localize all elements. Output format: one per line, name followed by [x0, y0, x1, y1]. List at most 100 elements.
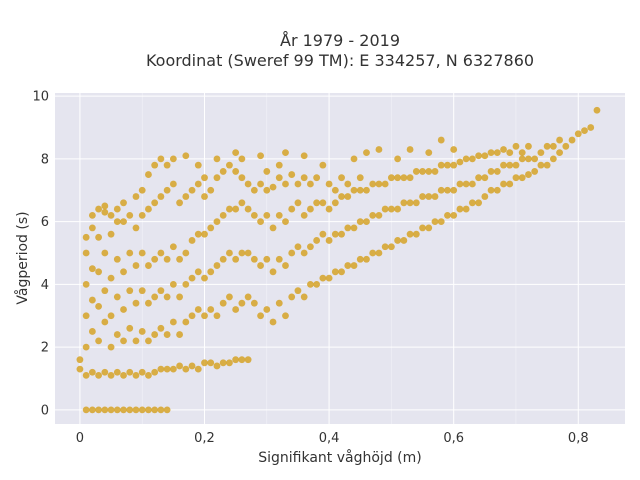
data-point — [369, 211, 377, 219]
data-point — [163, 331, 171, 338]
data-point — [145, 406, 152, 414]
data-point — [500, 161, 507, 169]
data-point — [350, 224, 358, 232]
data-point — [456, 180, 464, 188]
data-point — [425, 224, 433, 232]
data-point — [226, 293, 233, 301]
data-point — [288, 171, 296, 178]
data-point — [169, 243, 177, 251]
data-point — [275, 255, 283, 263]
data-point — [313, 237, 321, 244]
data-point — [313, 199, 321, 207]
data-point — [331, 230, 339, 238]
data-point — [549, 155, 557, 163]
data-point — [113, 218, 121, 226]
data-point — [269, 224, 277, 232]
data-point — [518, 174, 526, 182]
y-tick-label: 0 — [41, 403, 49, 418]
data-point — [226, 205, 233, 213]
data-point — [394, 174, 402, 182]
data-point — [145, 262, 152, 269]
data-point — [151, 161, 159, 169]
data-point — [82, 371, 90, 379]
data-point — [188, 362, 196, 370]
data-point — [113, 331, 121, 338]
data-point — [506, 161, 514, 169]
data-point — [232, 168, 240, 175]
data-point — [176, 255, 183, 263]
y-tick-label: 10 — [32, 90, 49, 105]
data-point — [76, 365, 84, 373]
data-point — [163, 186, 171, 194]
data-point — [76, 356, 84, 364]
data-point — [269, 318, 277, 326]
data-point — [338, 193, 345, 200]
data-point — [288, 293, 296, 301]
data-point — [307, 280, 314, 288]
data-point — [468, 199, 476, 207]
chart-title-line-1: År 1979 - 2019 — [280, 31, 400, 50]
data-point — [263, 306, 271, 313]
data-point — [512, 161, 520, 169]
data-point — [126, 324, 134, 332]
data-point — [132, 193, 140, 200]
y-tick-label: 2 — [41, 341, 49, 356]
data-point — [350, 155, 358, 163]
x-tick-label: 0 — [76, 431, 84, 446]
data-point — [419, 193, 426, 200]
data-point — [562, 142, 570, 150]
data-point — [244, 356, 252, 364]
chart-title-line-2: Koordinat (Sweref 99 TM): E 334257, N 63… — [146, 51, 534, 70]
data-point — [394, 237, 402, 244]
data-point — [138, 406, 146, 414]
data-point — [406, 174, 414, 182]
data-point — [194, 306, 202, 313]
data-point — [307, 180, 314, 188]
data-point — [107, 230, 115, 238]
data-point — [282, 180, 289, 188]
data-point — [238, 199, 246, 207]
data-point — [257, 312, 264, 320]
data-point — [500, 146, 507, 153]
data-point — [481, 193, 489, 200]
data-point — [138, 287, 146, 295]
data-point — [157, 365, 165, 373]
data-point — [531, 168, 539, 175]
data-point — [419, 168, 426, 175]
data-point — [95, 371, 103, 379]
data-point — [88, 224, 96, 232]
data-point — [300, 249, 308, 257]
data-point — [132, 224, 140, 232]
data-point — [101, 287, 109, 295]
data-point — [506, 180, 514, 188]
data-point — [207, 186, 215, 194]
data-point — [101, 202, 109, 210]
data-point — [512, 174, 520, 182]
data-point — [157, 287, 165, 295]
data-point — [201, 174, 208, 182]
data-point — [120, 268, 127, 276]
data-point — [113, 368, 121, 376]
data-point — [288, 205, 296, 213]
data-point — [356, 186, 364, 194]
data-point — [257, 218, 264, 226]
data-point — [468, 180, 476, 188]
data-point — [338, 230, 345, 238]
data-point — [82, 312, 90, 320]
data-point — [462, 180, 470, 188]
data-point — [512, 142, 520, 150]
data-point — [120, 199, 127, 207]
data-point — [444, 186, 451, 194]
data-point — [387, 174, 395, 182]
x-tick-label: 0,4 — [319, 431, 340, 446]
data-point — [450, 161, 458, 169]
data-point — [176, 293, 183, 301]
data-point — [188, 274, 196, 282]
data-point — [487, 168, 495, 175]
x-tick-label: 0,8 — [568, 431, 589, 446]
data-point — [257, 180, 264, 188]
data-point — [238, 155, 246, 163]
data-point — [219, 211, 227, 219]
data-point — [487, 186, 495, 194]
